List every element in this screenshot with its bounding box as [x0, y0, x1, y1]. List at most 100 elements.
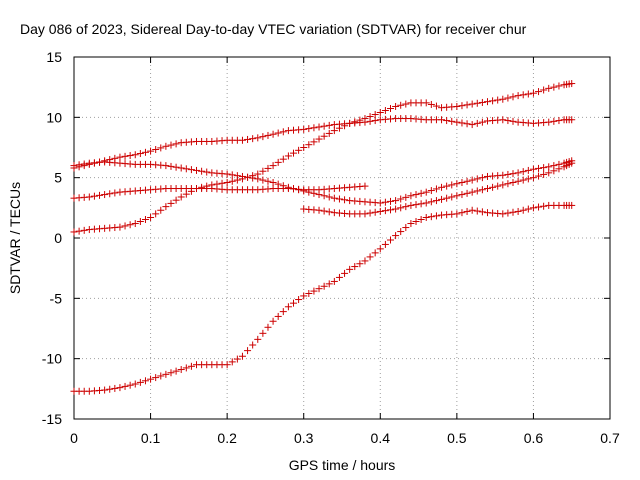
data-point — [213, 180, 221, 188]
data-point — [167, 199, 175, 207]
y-tick-label: 5 — [54, 170, 62, 186]
data-point — [147, 375, 155, 383]
data-point — [427, 100, 435, 108]
data-point — [499, 116, 507, 124]
data-point — [458, 191, 466, 199]
data-point — [468, 176, 476, 184]
data-point — [381, 240, 389, 248]
data-point — [70, 162, 78, 170]
data-point — [438, 195, 446, 203]
data-point — [524, 205, 532, 213]
data-point — [568, 116, 576, 124]
data-point — [555, 117, 563, 125]
data-point — [402, 203, 410, 211]
data-point — [397, 101, 405, 109]
data-point — [152, 146, 160, 154]
data-point — [116, 153, 124, 161]
data-point — [228, 177, 236, 185]
data-point — [443, 182, 451, 190]
data-point — [228, 358, 236, 366]
data-point — [555, 82, 563, 90]
x-tick-label: 0.1 — [141, 430, 161, 446]
data-point — [568, 80, 576, 88]
data-point — [290, 185, 298, 193]
data-point — [254, 335, 262, 343]
data-series — [70, 201, 576, 395]
data-point — [432, 197, 440, 205]
data-point — [279, 308, 287, 316]
x-tick-label: 0.6 — [524, 430, 544, 446]
data-point — [167, 141, 175, 149]
data-point — [172, 140, 180, 148]
data-point — [473, 99, 481, 107]
y-axis-label: SDTVAR / TECUs — [7, 182, 23, 294]
data-point — [463, 177, 471, 185]
data-point — [361, 257, 369, 265]
data-point — [524, 175, 532, 183]
data-point — [468, 206, 476, 214]
data-point — [172, 196, 180, 204]
y-tick-label: 0 — [54, 230, 62, 246]
data-point — [341, 196, 349, 204]
data-point — [509, 170, 517, 178]
grid-lines — [74, 57, 610, 419]
data-point — [504, 170, 512, 178]
data-point — [177, 164, 185, 172]
data-point — [422, 213, 430, 221]
data-point — [320, 192, 328, 200]
data-point — [473, 175, 481, 183]
data-point — [499, 210, 507, 218]
data-point — [509, 93, 517, 101]
data-point — [448, 181, 456, 189]
data-point — [448, 117, 456, 125]
data-point — [458, 102, 466, 110]
data-point — [483, 185, 491, 193]
data-point — [392, 197, 400, 205]
data-point — [116, 384, 124, 392]
data-point — [335, 273, 343, 281]
data-point — [320, 207, 328, 215]
data-point — [172, 367, 180, 375]
data-point — [386, 197, 394, 205]
data-point — [162, 142, 170, 150]
data-point — [392, 205, 400, 213]
data-point — [121, 152, 129, 160]
data-point — [550, 167, 558, 175]
data-point — [568, 201, 576, 209]
data-point — [70, 228, 78, 236]
data-point — [407, 192, 415, 200]
data-point — [361, 182, 369, 190]
data-point — [330, 194, 338, 202]
data-point — [310, 189, 318, 197]
data-point — [106, 190, 114, 198]
data-point — [203, 168, 211, 176]
data-point — [141, 148, 149, 156]
data-point — [351, 118, 359, 126]
data-point — [366, 253, 374, 261]
data-point — [182, 165, 190, 173]
data-point — [427, 187, 435, 195]
data-point — [473, 207, 481, 215]
data-point — [540, 86, 548, 94]
data-point — [499, 95, 507, 103]
data-point — [121, 382, 129, 390]
x-tick-label: 0.5 — [447, 430, 467, 446]
x-axis-label: GPS time / hours — [289, 457, 396, 473]
data-point — [330, 277, 338, 285]
data-point — [320, 282, 328, 290]
data-point — [504, 180, 512, 188]
data-point — [259, 133, 267, 141]
data-point — [422, 188, 430, 196]
data-point — [264, 177, 272, 185]
data-point — [412, 201, 420, 209]
data-point — [136, 150, 144, 158]
data-point — [300, 144, 308, 151]
data-point — [427, 198, 435, 206]
data-point — [432, 102, 440, 110]
data-point — [376, 245, 384, 253]
data-point — [157, 206, 165, 214]
data-point — [494, 182, 502, 190]
data-point — [85, 193, 93, 201]
data-point — [535, 172, 543, 180]
data-point — [310, 287, 318, 295]
